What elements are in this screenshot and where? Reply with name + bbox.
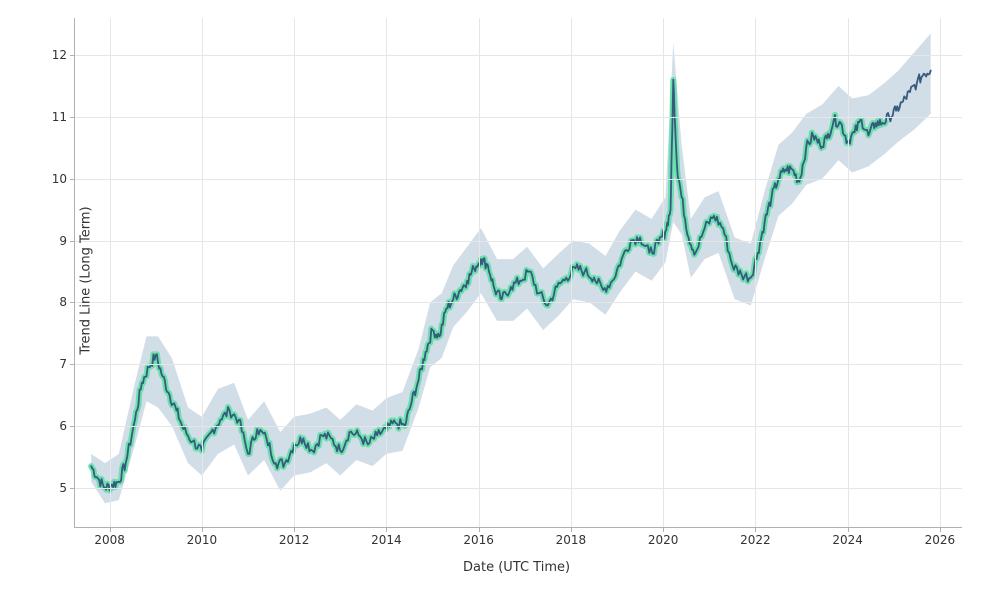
x-tick-label: 2018 (556, 527, 587, 547)
x-tick-label: 2016 (463, 527, 494, 547)
y-tick-label: 10 (52, 172, 75, 186)
gridline-h (75, 364, 962, 365)
x-tick-label: 2010 (187, 527, 218, 547)
y-tick-label: 6 (59, 419, 75, 433)
gridline-v (479, 18, 480, 527)
x-tick-label: 2008 (94, 527, 125, 547)
gridline-v (755, 18, 756, 527)
x-tick-label: 2024 (832, 527, 863, 547)
gridline-v (202, 18, 203, 527)
gridline-v (663, 18, 664, 527)
y-tick-label: 11 (52, 110, 75, 124)
gridline-h (75, 426, 962, 427)
gridline-h (75, 302, 962, 303)
gridline-h (75, 241, 962, 242)
x-tick-label: 2022 (740, 527, 771, 547)
gridline-v (848, 18, 849, 527)
x-tick-label: 2012 (279, 527, 310, 547)
x-tick-label: 2020 (648, 527, 679, 547)
gridline-v (110, 18, 111, 527)
gridline-v (294, 18, 295, 527)
figure: 2008 2010 2012 2014 2016 2018 2020 2022 2024 2026… (0, 0, 990, 590)
gridline-v (571, 18, 572, 527)
gridline-v (940, 18, 941, 527)
gridline-h (75, 488, 962, 489)
plot-area: 2008201020122014201620182020202220242026… (74, 18, 962, 528)
y-axis-label: Trend Line (Long Term) (79, 206, 94, 354)
x-axis-label: Date (UTC Time) (463, 560, 570, 575)
gridline-h (75, 117, 962, 118)
gridline-h (75, 55, 962, 56)
y-tick-label: 12 (52, 48, 75, 62)
y-tick-label: 5 (59, 481, 75, 495)
x-tick-label: 2014 (371, 527, 402, 547)
y-tick-label: 7 (59, 357, 75, 371)
y-tick-label: 8 (59, 295, 75, 309)
gridline-h (75, 179, 962, 180)
gridline-v (386, 18, 387, 527)
y-tick-label: 9 (59, 234, 75, 248)
series-svg (75, 18, 963, 528)
x-tick-label: 2026 (925, 527, 956, 547)
